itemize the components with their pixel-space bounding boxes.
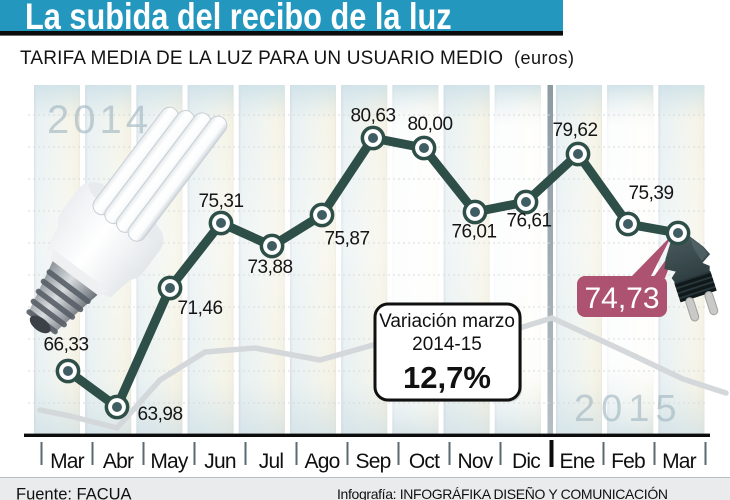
svg-text:75,87: 75,87	[324, 229, 369, 250]
svg-text:Ago: Ago	[305, 450, 340, 473]
svg-text:74,73: 74,73	[584, 282, 659, 315]
svg-text:Variación marzo: Variación marzo	[379, 311, 515, 332]
svg-text:80,00: 80,00	[407, 114, 452, 135]
svg-text:Oct: Oct	[409, 450, 440, 473]
svg-text:La subida del recibo de la luz: La subida del recibo de la luz	[25, 0, 452, 38]
svg-text:Nov: Nov	[458, 450, 494, 473]
svg-text:76,01: 76,01	[451, 222, 496, 243]
svg-text:Mar: Mar	[50, 450, 85, 473]
svg-text:2015: 2015	[574, 388, 683, 430]
svg-text:Jun: Jun	[204, 450, 236, 473]
svg-text:12,7%: 12,7%	[403, 360, 491, 395]
svg-text:75,39: 75,39	[628, 183, 673, 204]
svg-text:2014-15: 2014-15	[412, 334, 482, 355]
svg-text:Mar: Mar	[662, 450, 697, 473]
svg-text:Jul: Jul	[259, 450, 284, 473]
svg-text:2014: 2014	[47, 98, 152, 142]
svg-text:76,61: 76,61	[506, 211, 551, 232]
svg-text:63,98: 63,98	[137, 404, 182, 425]
svg-text:Ene: Ene	[560, 450, 595, 473]
svg-text:79,62: 79,62	[552, 120, 597, 141]
svg-text:May: May	[150, 450, 189, 473]
svg-text:Feb: Feb	[611, 450, 645, 473]
svg-text:Sep: Sep	[356, 450, 391, 473]
svg-text:75,31: 75,31	[198, 191, 243, 212]
svg-text:80,63: 80,63	[350, 106, 395, 127]
svg-text:73,88: 73,88	[247, 257, 292, 278]
svg-text:TARIFA MEDIA DE LA LUZ PARA UN: TARIFA MEDIA DE LA LUZ PARA UN USUARIO M…	[20, 48, 503, 69]
svg-text:Infografía: INFOGRÁFIKA DISEÑO: Infografía: INFOGRÁFIKA DISEÑO Y COMUNIC…	[337, 486, 668, 500]
svg-text:Abr: Abr	[103, 450, 134, 473]
svg-text:Dic: Dic	[512, 450, 540, 473]
svg-text:(euros): (euros)	[514, 48, 575, 68]
svg-text:66,33: 66,33	[43, 335, 88, 356]
svg-text:Fuente: FACUA: Fuente: FACUA	[16, 486, 132, 500]
svg-text:71,46: 71,46	[177, 298, 222, 319]
